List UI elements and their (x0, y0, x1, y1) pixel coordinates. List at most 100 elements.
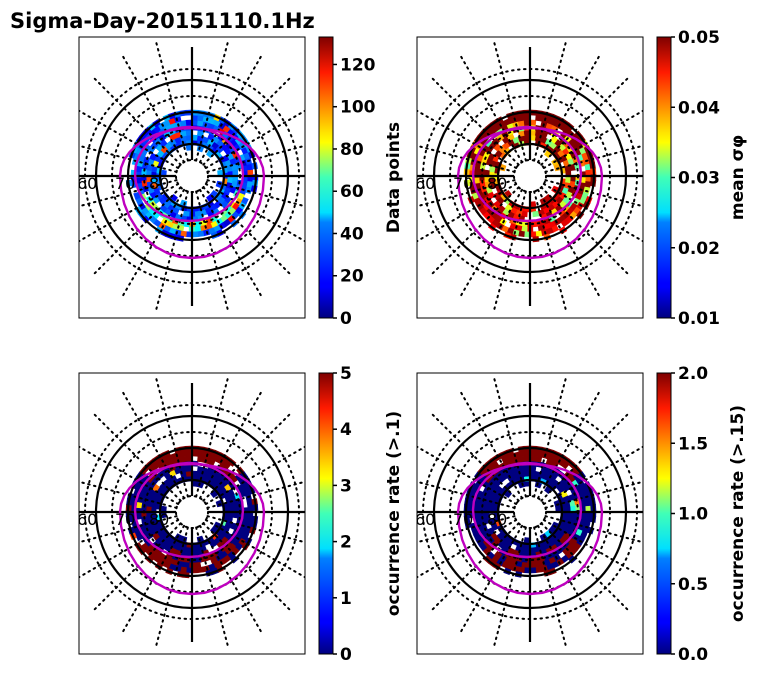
colorbar: 0.01 0.02 0.03 0.04 0.05 mean σφ (656, 28, 748, 329)
axes-frame (416, 36, 644, 319)
dotted-mlt-line (154, 39, 189, 162)
dotted-mlt-line (204, 109, 305, 169)
poleward-oval-boundary (471, 461, 583, 559)
colorbar-tick-label: 3 (340, 476, 352, 496)
panel-bottom-right: 60 70 80 0.0 0.5 1.0 1.5 2.0 occurrence rate (>.… (415, 364, 748, 665)
latitude-label: 70 (115, 174, 135, 193)
poleward-oval-boundary (133, 461, 245, 559)
dotted-mlt-line (540, 186, 630, 276)
latitude-label: 60 (415, 510, 435, 529)
dotted-mlt-line (542, 109, 643, 169)
heatmap-bin (532, 210, 540, 218)
dotted-mlt-line (459, 53, 523, 164)
dotted-mlt-line (195, 190, 230, 313)
dotted-mlt-line (154, 526, 189, 649)
dotted-mlt-line (417, 445, 518, 505)
colorbar-label: mean σφ (728, 135, 748, 220)
equatorward-oval-boundary (456, 462, 604, 596)
dotted-mlt-line (533, 375, 568, 498)
colorbar-tick-label: 0 (340, 645, 352, 665)
dotted-mlt-line (202, 76, 292, 166)
heatmap-bin (197, 566, 205, 574)
colorbar-tick-label: 0.02 (678, 239, 720, 259)
dotted-mlt-line (92, 76, 182, 166)
dotted-mlt-line (121, 389, 185, 500)
dotted-mlt-line (202, 522, 292, 612)
dotted-mlt-line (79, 179, 178, 208)
dotted-mlt-line (154, 375, 189, 498)
colorbar-label: occurrence rate (>.15) (728, 405, 748, 622)
dotted-mlt-line (121, 53, 185, 164)
dotted-mlt-line (206, 515, 305, 544)
dotted-mlt-line (417, 109, 518, 169)
axes-frame (416, 372, 644, 655)
panel-bottom-left: 60 70 80 0 1 2 3 4 5 occurrence rate (>.1) (77, 364, 404, 665)
latitude-label: 60 (415, 174, 435, 193)
colorbar-tick-label: 0 (340, 309, 352, 329)
dotted-mlt-line (417, 515, 516, 544)
heatmap-bin (197, 230, 205, 238)
colorbar-gradient (318, 36, 334, 319)
dotted-mlt-line (459, 389, 523, 500)
latitude-label: 70 (453, 510, 473, 529)
dotted-mlt-line (430, 186, 520, 276)
dotted-mlt-line (202, 412, 292, 502)
dotted-mlt-line (542, 445, 643, 505)
dotted-mlt-line (79, 515, 178, 544)
dotted-mlt-line (79, 183, 180, 243)
colorbar-gradient (318, 372, 334, 655)
plot-area: 60 70 80 (77, 39, 305, 313)
colorbar-tick-label: 4 (340, 420, 352, 440)
dotted-mlt-line (204, 519, 305, 579)
colorbar-tick-label: 1.5 (678, 434, 708, 454)
dotted-mlt-line (544, 480, 643, 509)
dotted-mlt-line (79, 519, 180, 579)
dotted-mlt-line (417, 183, 518, 243)
poleward-oval-boundary (471, 125, 583, 223)
latitude-label: 60 (77, 174, 97, 193)
colorbar-gradient (656, 372, 672, 655)
dotted-mlt-line (204, 445, 305, 505)
colorbar-gradient (656, 36, 672, 319)
dotted-mlt-line (430, 412, 520, 502)
colorbar-tick-label: 0.05 (678, 28, 720, 48)
colorbar-tick-label: 40 (340, 224, 364, 244)
latitude-label: 80 (487, 174, 507, 193)
latitude-label: 60 (77, 510, 97, 529)
dotted-mlt-line (79, 445, 180, 505)
dotted-mlt-line (542, 183, 643, 243)
dotted-mlt-line (199, 389, 263, 500)
colorbar-tick-label: 2.0 (678, 364, 708, 384)
colorbar: 0 1 2 3 4 5 occurrence rate (>.1) (318, 364, 404, 665)
dotted-mlt-line (544, 179, 643, 208)
equatorward-oval-boundary (118, 462, 266, 596)
colorbar-label: occurrence rate (>.1) (384, 411, 404, 616)
colorbar-tick-label: 0.5 (678, 575, 708, 595)
colorbar-tick-label: 60 (340, 182, 364, 202)
colorbar-tick-label: 0.03 (678, 169, 720, 189)
dotted-mlt-line (544, 515, 643, 544)
dotted-mlt-line (430, 522, 520, 612)
dotted-mlt-line (492, 526, 527, 649)
axes-frame (78, 372, 306, 655)
dotted-mlt-line (195, 375, 230, 498)
colorbar-tick-label: 5 (340, 364, 352, 384)
heatmap-bin (535, 566, 543, 574)
dotted-mlt-line (417, 519, 518, 579)
dotted-mlt-line (417, 179, 516, 208)
heatmap-bin (535, 230, 543, 238)
colorbar-tick-label: 0.0 (678, 645, 708, 665)
dotted-mlt-line (206, 144, 305, 173)
colorbar-tick-label: 1.0 (678, 505, 708, 525)
dotted-mlt-line (417, 144, 516, 173)
panel-top-right: 60 70 80 0.01 0.02 0.03 0.04 0.05 mean σφ (415, 28, 748, 329)
dotted-mlt-line (492, 190, 527, 313)
dotted-mlt-line (79, 109, 180, 169)
dotted-mlt-line (417, 480, 516, 509)
dotted-mlt-line (206, 480, 305, 509)
dotted-mlt-line (540, 76, 630, 166)
dotted-mlt-line (537, 389, 601, 500)
axes-frame (78, 36, 306, 319)
dotted-mlt-line (533, 190, 568, 313)
